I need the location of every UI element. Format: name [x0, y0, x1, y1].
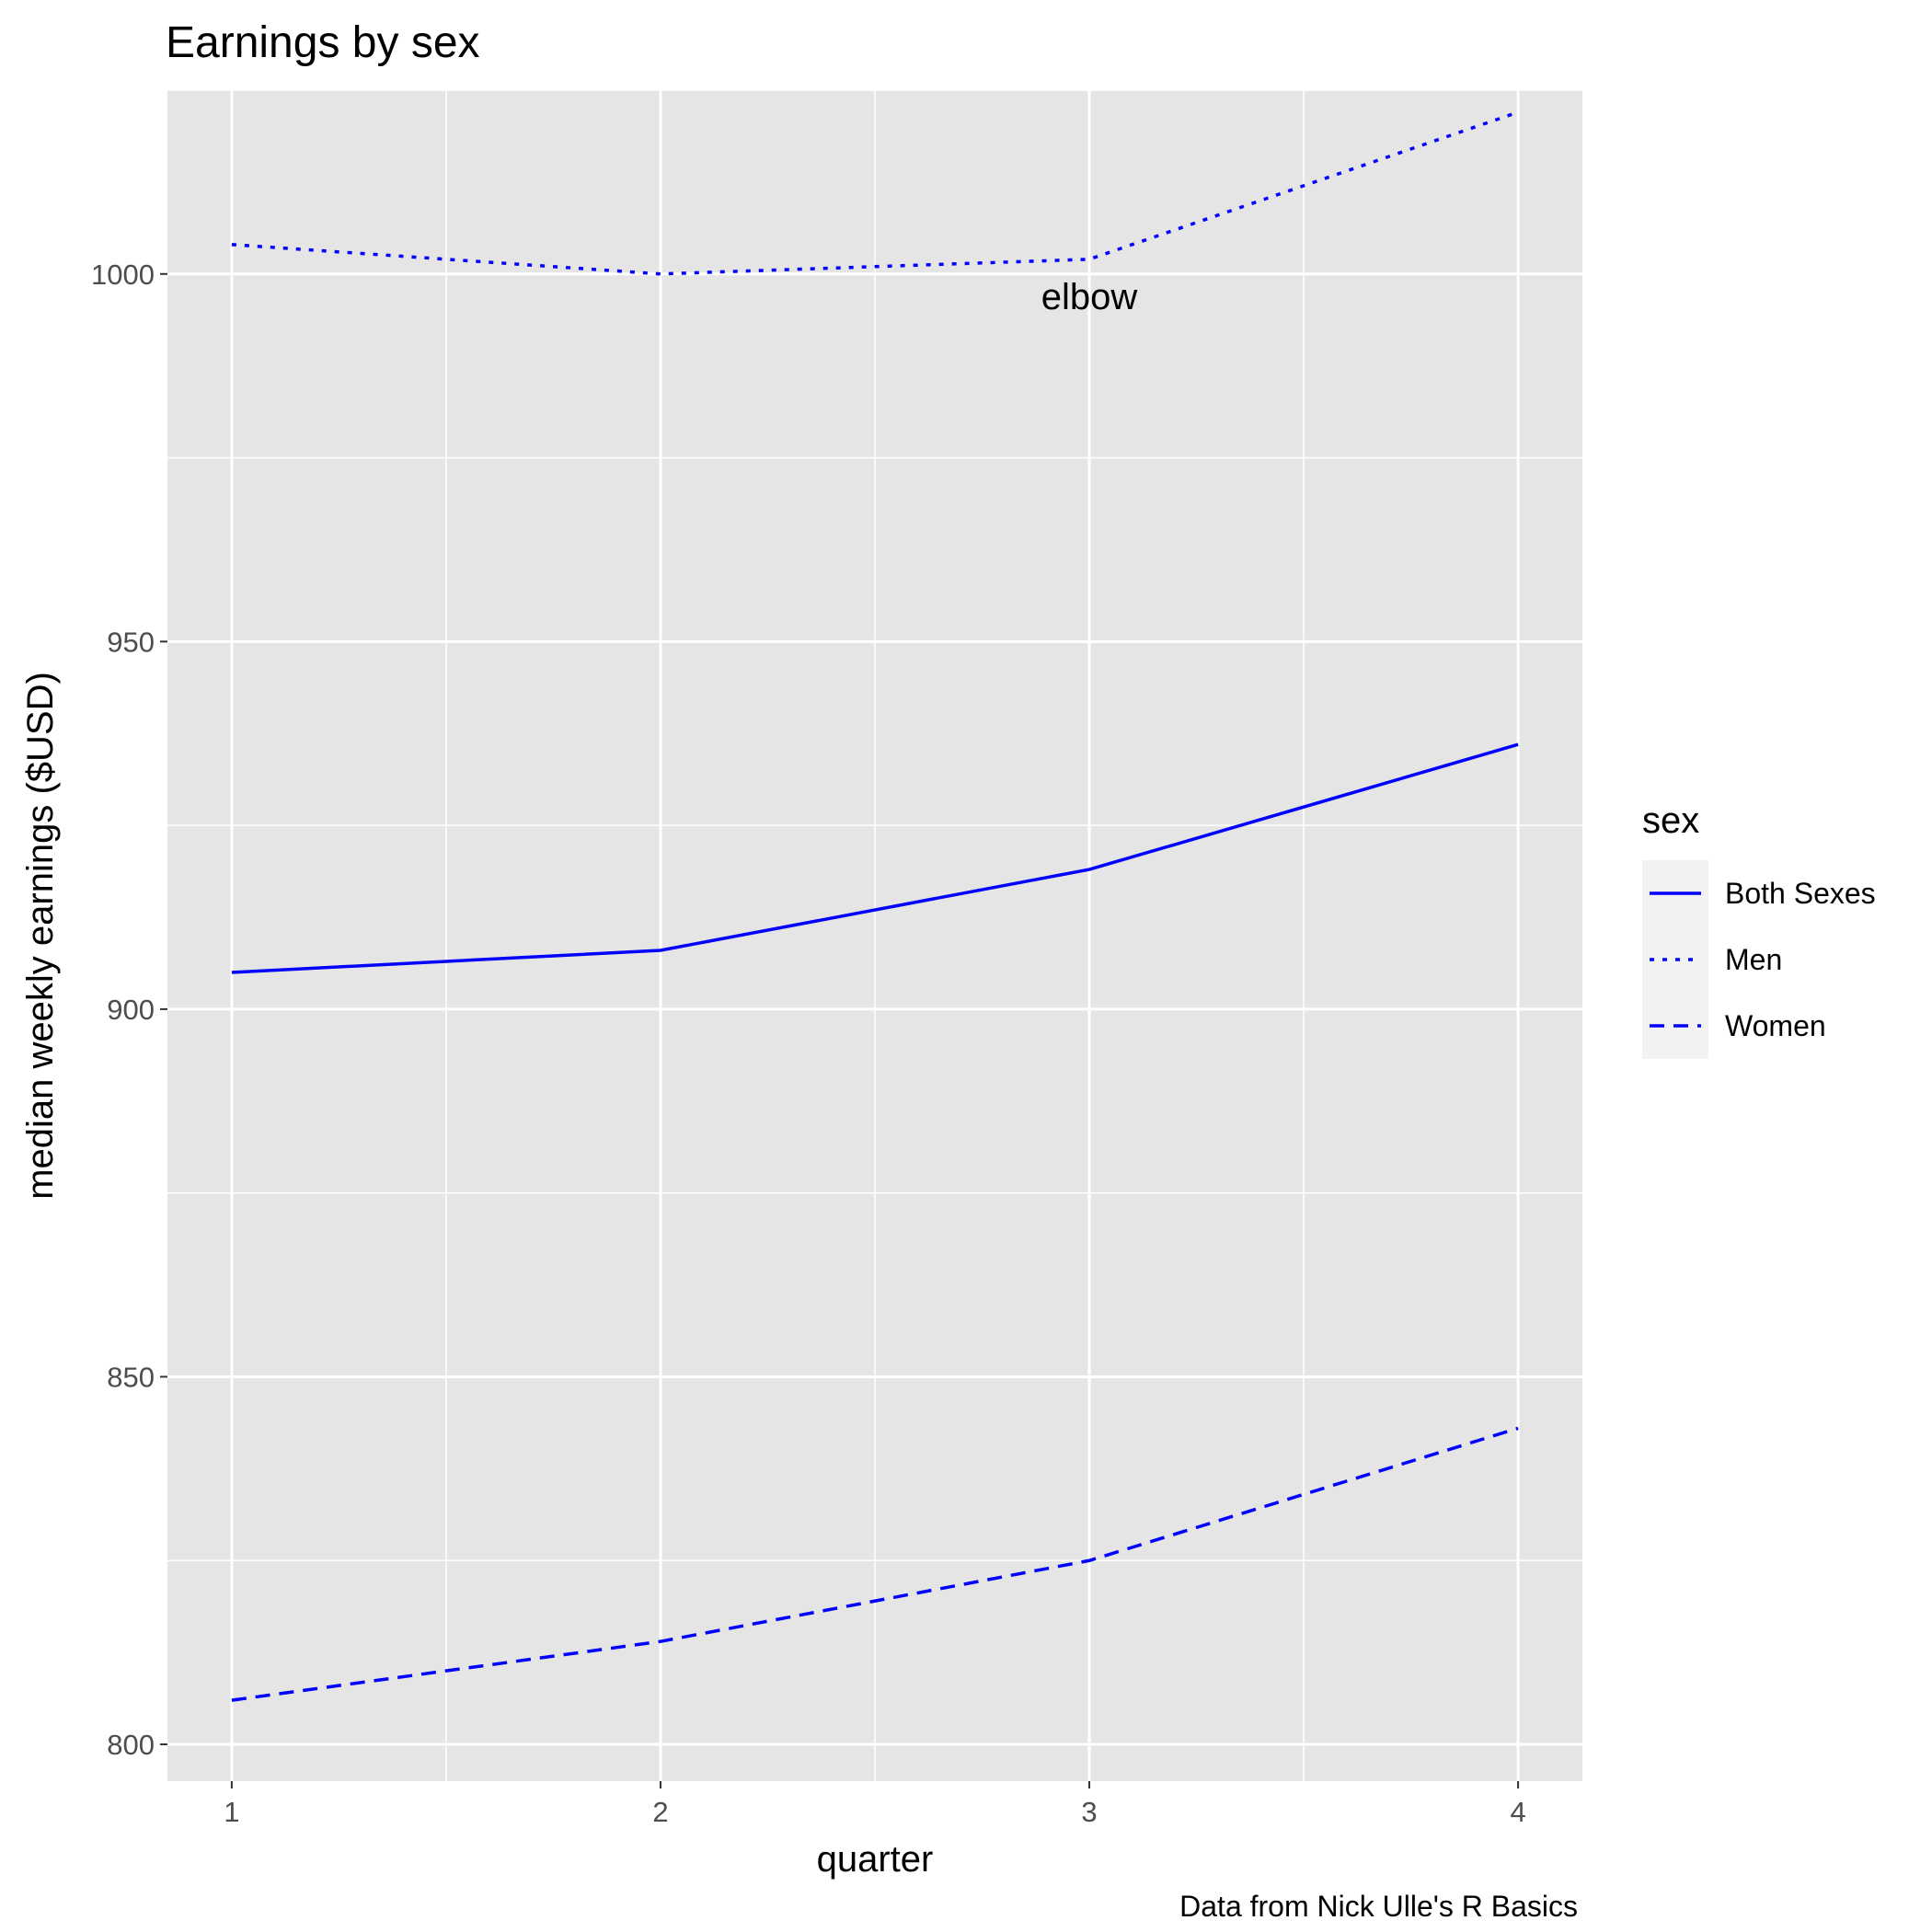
y-tick-label: 1000: [91, 259, 155, 291]
series-line-both-sexes: [231, 742, 1519, 974]
legend-label: Women: [1725, 1009, 1826, 1042]
legend-label: Both Sexes: [1725, 877, 1876, 910]
legend: sex Both Sexes Men Women: [1642, 800, 1876, 1059]
x-tick-label: 2: [652, 1796, 668, 1828]
elbow-annotation: elbow: [1041, 277, 1138, 317]
legend-label: Men: [1725, 943, 1782, 976]
x-tick-label: 1: [224, 1796, 239, 1828]
x-tick-label: 3: [1081, 1796, 1097, 1828]
series-lines: [231, 110, 1519, 1702]
series-line-men: [231, 110, 1519, 276]
chart-title: Earnings by sex: [166, 18, 480, 67]
legend-title: sex: [1642, 800, 1699, 841]
y-axis-title: median weekly earnings ($USD): [20, 672, 61, 1200]
series-line-women: [231, 1426, 1519, 1702]
y-tick-label: 850: [107, 1361, 155, 1393]
y-tick-label: 900: [107, 994, 155, 1026]
y-tick-label: 800: [107, 1729, 155, 1761]
y-axis-ticks: 800 850 900 950 1000: [91, 259, 167, 1761]
y-tick-label: 950: [107, 626, 155, 658]
x-axis-ticks: 1 2 3 4: [224, 1781, 1526, 1828]
x-axis-title: quarter: [817, 1839, 934, 1880]
gridlines: [167, 89, 1582, 1781]
x-tick-label: 4: [1510, 1796, 1525, 1828]
chart-caption: Data from Nick Ulle's R Basics: [1179, 1890, 1578, 1923]
